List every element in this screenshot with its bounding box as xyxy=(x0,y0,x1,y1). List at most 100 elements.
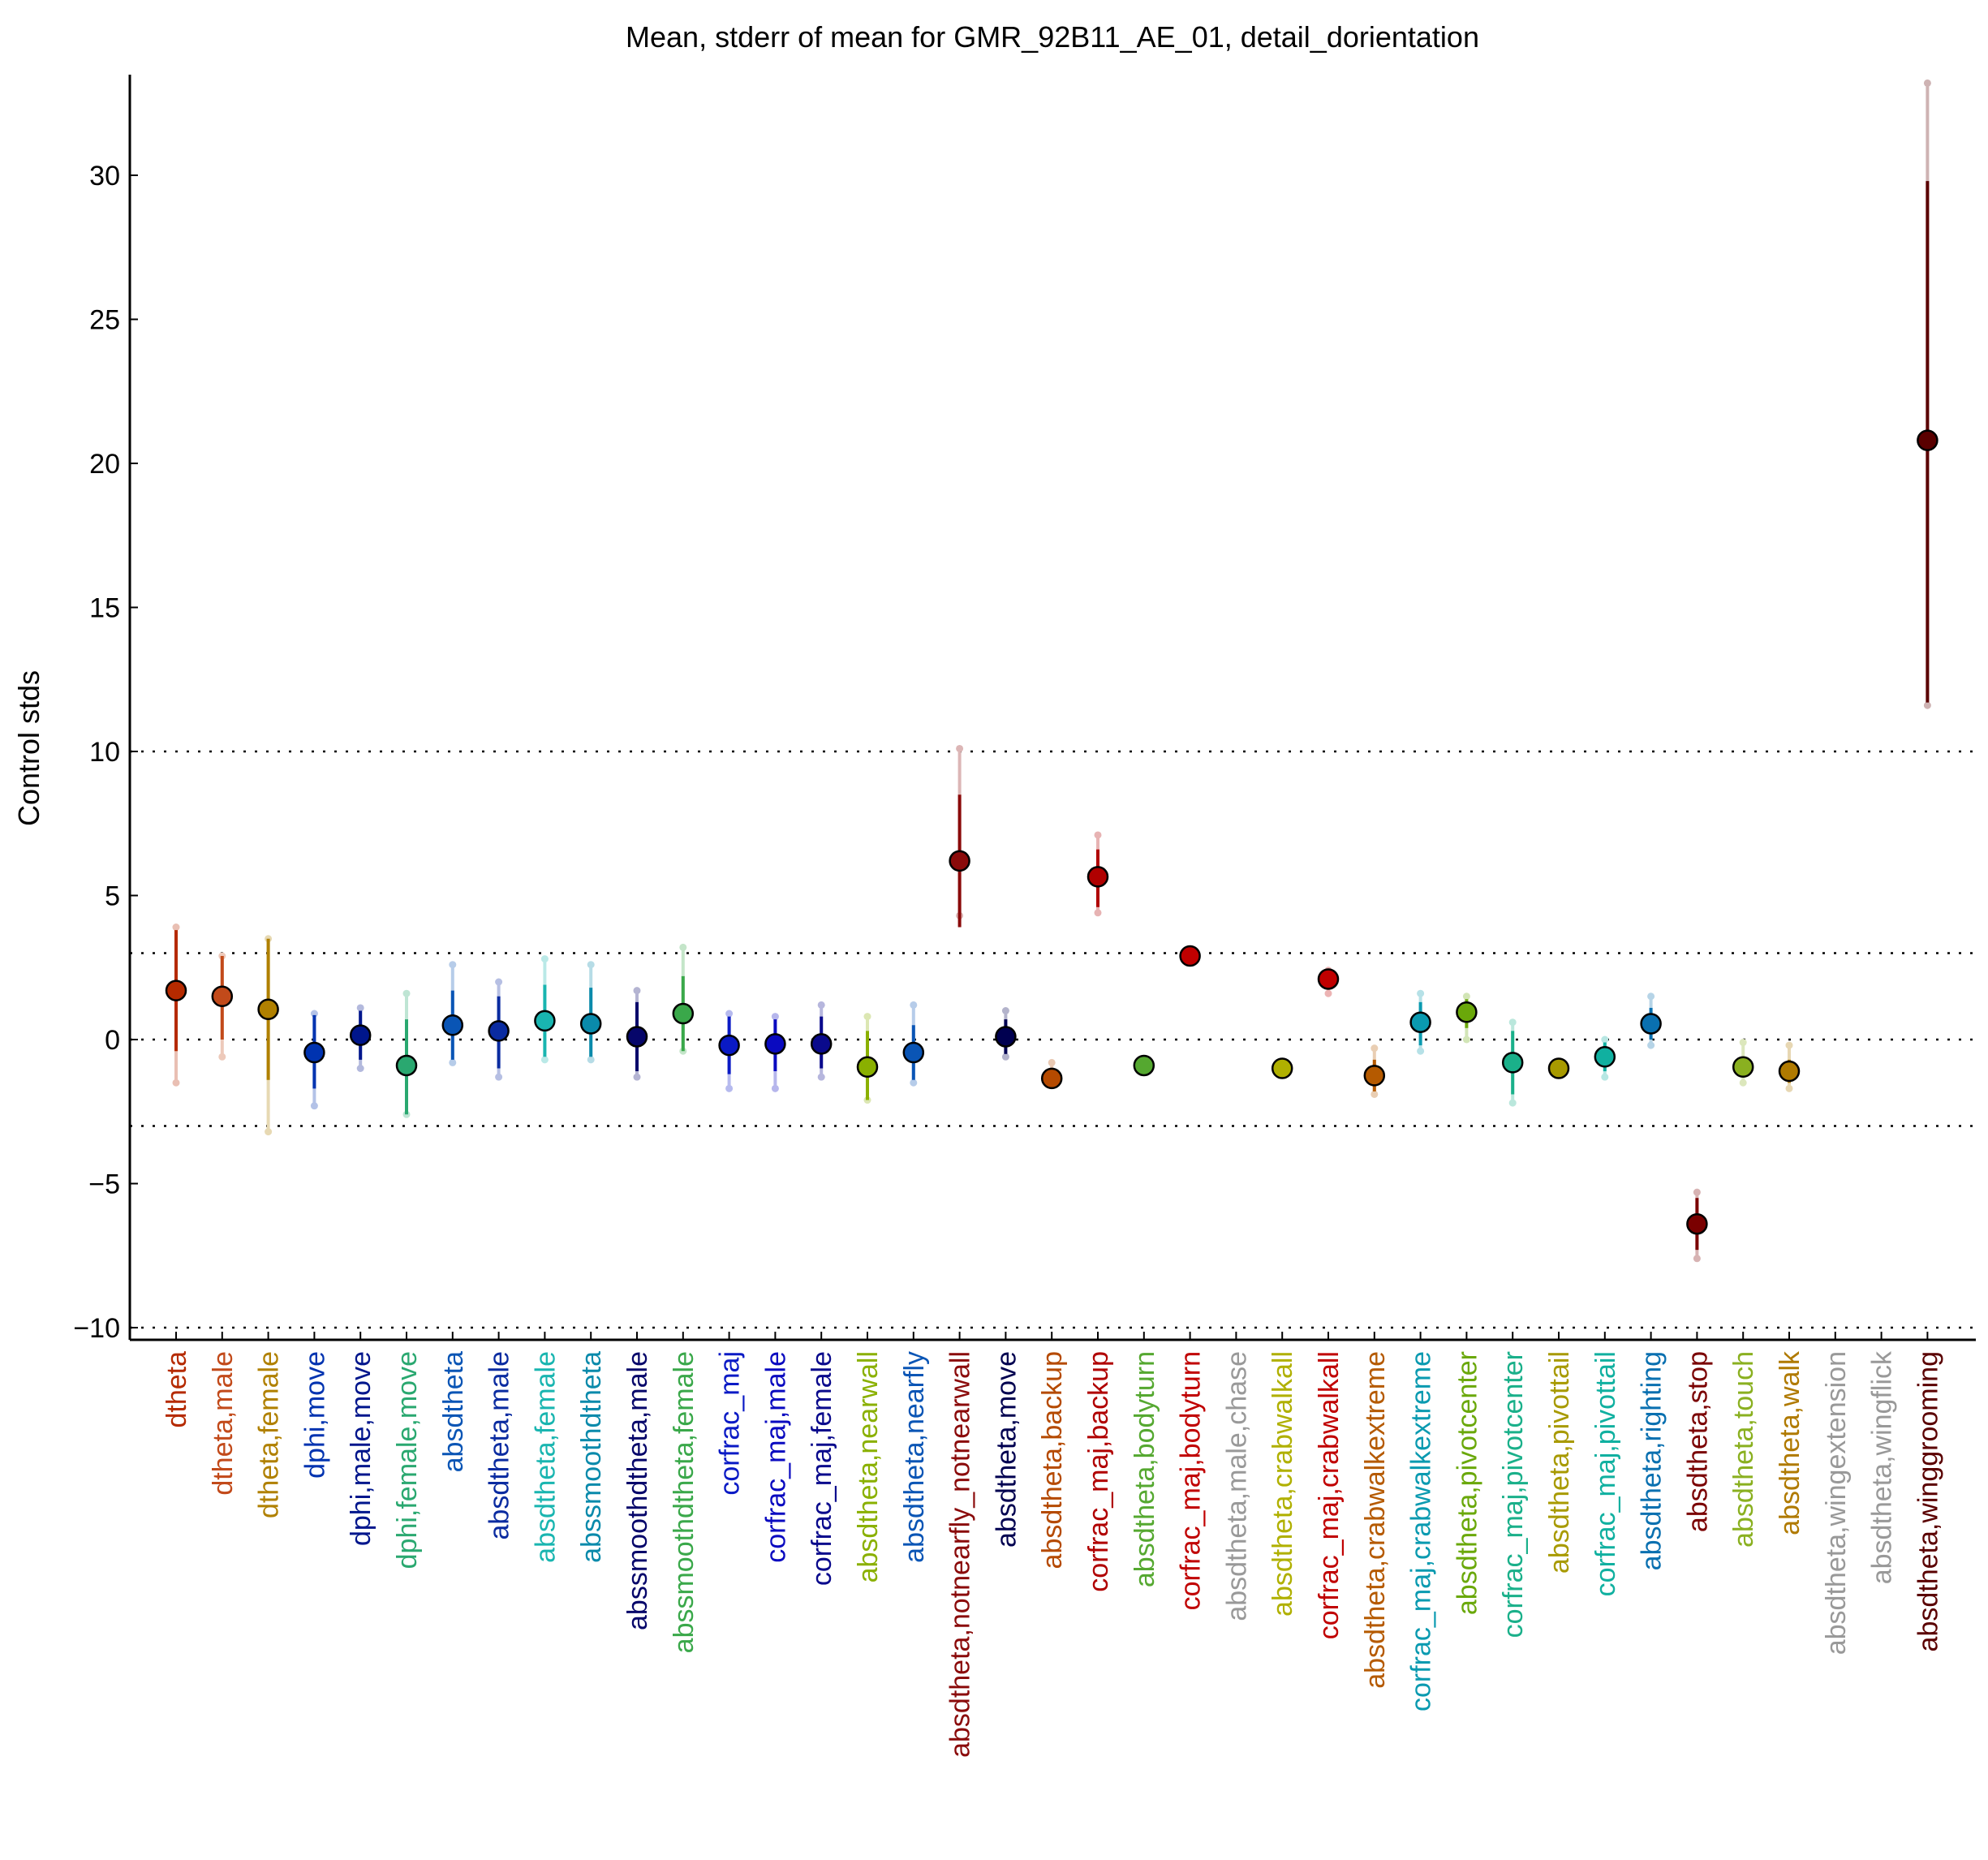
mean-point xyxy=(1547,1057,1570,1079)
std-endpoint xyxy=(356,1065,364,1072)
reference-lines xyxy=(130,750,1976,1329)
mean-point xyxy=(579,1013,602,1035)
category-label: corfrac_maj,crabwalkall xyxy=(1314,1351,1345,1639)
mean-point xyxy=(488,1020,510,1042)
category-label: absdtheta,touch xyxy=(1728,1351,1759,1548)
std-endpoint xyxy=(1462,1035,1470,1044)
std-endpoint xyxy=(172,924,180,932)
y-tick-label: −10 xyxy=(73,1313,120,1344)
mean-point xyxy=(1917,429,1939,451)
mean-point xyxy=(1087,866,1109,888)
std-endpoint xyxy=(1324,989,1332,997)
y-tick-label: 30 xyxy=(89,161,120,192)
mean-point xyxy=(349,1024,372,1046)
category-label: corfrac_maj,pivotcenter xyxy=(1498,1351,1529,1638)
std-endpoint xyxy=(771,1084,779,1092)
std-endpoint xyxy=(863,1013,871,1021)
std-endpoint xyxy=(1647,992,1655,1001)
std-endpoint xyxy=(1417,989,1425,997)
category-label: absdtheta,female xyxy=(530,1351,561,1563)
std-endpoint xyxy=(956,744,964,752)
std-endpoint xyxy=(540,955,549,963)
mean-point xyxy=(1363,1065,1386,1087)
y-ticks: −10 −5 0 5 10 15 20 25 30 xyxy=(73,161,138,1344)
mean-point xyxy=(1732,1056,1754,1078)
category-label: absdtheta xyxy=(438,1351,469,1472)
std-endpoint xyxy=(817,1073,825,1081)
category-label: absdtheta,nearwall xyxy=(853,1351,884,1582)
std-endpoint xyxy=(1693,1255,1701,1263)
std-endpoint xyxy=(1739,1039,1747,1047)
category-labels: dtheta dtheta,male dtheta,female dphi,move d… xyxy=(161,1350,1943,1758)
mean-point xyxy=(995,1026,1017,1048)
category-label: dphi,female,move xyxy=(392,1351,423,1569)
category-label: corfrac_maj,male xyxy=(760,1351,791,1563)
std-endpoint xyxy=(1001,1007,1009,1014)
y-tick-label: 20 xyxy=(89,449,120,480)
std-endpoint xyxy=(1693,1188,1701,1196)
mean-point xyxy=(257,998,279,1020)
category-label: dphi,move xyxy=(299,1351,330,1479)
std-endpoint xyxy=(1094,909,1102,917)
category-label: absdtheta,wingextension xyxy=(1821,1351,1852,1655)
std-endpoint xyxy=(910,1001,918,1009)
category-label: absdtheta,move xyxy=(991,1351,1022,1548)
mean-point xyxy=(1456,1001,1478,1023)
data-marks xyxy=(165,79,1939,1340)
category-label: corfrac_maj,backup xyxy=(1083,1351,1114,1592)
mean-point xyxy=(395,1054,418,1077)
chart-title: Mean, stderr of mean for GMR_92B11_AE_01… xyxy=(626,20,1479,54)
mean-point xyxy=(211,985,234,1007)
std-endpoint xyxy=(1417,1047,1425,1055)
mean-point xyxy=(1040,1067,1063,1090)
y-tick-label: 5 xyxy=(105,881,120,912)
category-label: absdtheta,notnearfly_notnearwall xyxy=(945,1351,976,1758)
std-endpoint xyxy=(1785,1041,1793,1049)
std-endpoint xyxy=(725,1084,734,1092)
category-label: absdtheta,nearfly xyxy=(899,1351,930,1563)
mean-point xyxy=(949,850,970,872)
std-endpoint xyxy=(633,1073,641,1081)
category-label: abssmoothdtheta,male xyxy=(622,1351,653,1630)
mean-point xyxy=(165,980,187,1001)
std-endpoint xyxy=(633,987,641,995)
std-endpoint xyxy=(540,1056,549,1064)
std-endpoint xyxy=(1923,701,1931,709)
std-endpoint xyxy=(1094,831,1102,839)
std-endpoint xyxy=(1371,1044,1379,1053)
mean-point xyxy=(810,1033,833,1055)
category-label: dtheta,male xyxy=(208,1351,239,1496)
std-endpoint xyxy=(1048,1058,1056,1066)
category-label: abssmoothdtheta xyxy=(576,1351,607,1563)
std-endpoint xyxy=(1785,1084,1793,1092)
category-label: corfrac_maj,bodyturn xyxy=(1176,1351,1207,1610)
std-endpoint xyxy=(1923,79,1931,87)
mean-point xyxy=(856,1056,879,1078)
std-endpoint xyxy=(771,1013,779,1021)
axes xyxy=(128,75,1976,1341)
mean-point xyxy=(1594,1046,1616,1068)
category-label: absdtheta,winggrooming xyxy=(1913,1351,1943,1651)
category-label: corfrac_maj xyxy=(715,1351,746,1496)
mean-point xyxy=(626,1026,648,1048)
std-endpoint xyxy=(356,1004,364,1012)
mean-point xyxy=(1409,1011,1431,1033)
category-label: corfrac_maj,crabwalkextreme xyxy=(1406,1351,1437,1711)
category-label: corfrac_maj,pivottail xyxy=(1590,1351,1621,1596)
y-tick-label: 10 xyxy=(89,737,120,768)
category-label: absdtheta,righting xyxy=(1637,1351,1667,1570)
category-label: dphi,male,move xyxy=(346,1351,377,1546)
std-endpoint xyxy=(679,943,687,951)
mean-point xyxy=(1317,968,1340,990)
category-label: absdtheta,backup xyxy=(1037,1351,1068,1569)
std-endpoint xyxy=(310,1102,318,1110)
mean-point xyxy=(1501,1052,1524,1074)
category-label: corfrac_maj,female xyxy=(807,1351,837,1586)
category-label: absdtheta,stop xyxy=(1682,1351,1713,1532)
std-endpoint xyxy=(1508,1018,1517,1027)
y-tick-label: −5 xyxy=(88,1169,120,1200)
mean-point xyxy=(672,1002,695,1025)
std-endpoint xyxy=(495,978,503,986)
mean-point xyxy=(1133,1054,1155,1077)
